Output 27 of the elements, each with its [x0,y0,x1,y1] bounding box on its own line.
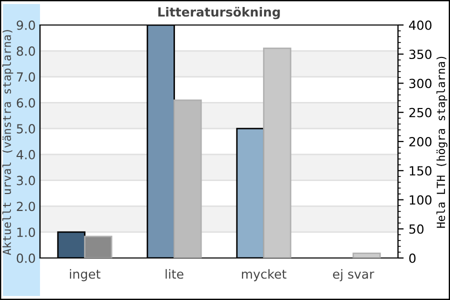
y-tick-label: 5.0 [16,124,36,134]
y-tick-label: 9.0 [16,20,36,30]
y2-tick-label: 350 [409,50,432,60]
y2-tick-label: 100 [410,195,432,205]
y-tick-label: 4.0 [16,150,36,160]
bar [352,252,381,258]
y-tick-label: 2.0 [16,202,36,212]
y2-tick-label: 150 [410,166,432,176]
y2-tick-label: 200 [409,136,432,146]
x-tick-label: inget [70,269,100,282]
chart-title: Litteratursökning [158,6,280,20]
y2-tick-label: 300 [409,78,432,88]
y-tick-label: 8.0 [16,46,36,56]
y-tick-label: 1.0 [17,228,36,238]
y2-tick-label: 50 [409,224,424,234]
x-tick-label: ej svar [333,269,374,282]
x-tick-label: lite [166,269,184,279]
y2-tick-label: 400 [409,20,432,30]
y-axis-title: Aktuellt urval (vänstra staplarna) [2,30,14,256]
y-tick-label: 6.0 [16,98,36,108]
x-tick-label: mycket [242,269,286,282]
y-tick-label: 7.0 [16,72,36,82]
y2-tick-label: 0 [409,253,416,263]
y-tick-label: 3.0 [16,176,36,186]
y-tick-label: 0.0 [16,253,36,263]
y2-tick-label: 250 [409,108,432,118]
y2-axis-title: Hela LTH (högra staplarna) [436,56,448,228]
